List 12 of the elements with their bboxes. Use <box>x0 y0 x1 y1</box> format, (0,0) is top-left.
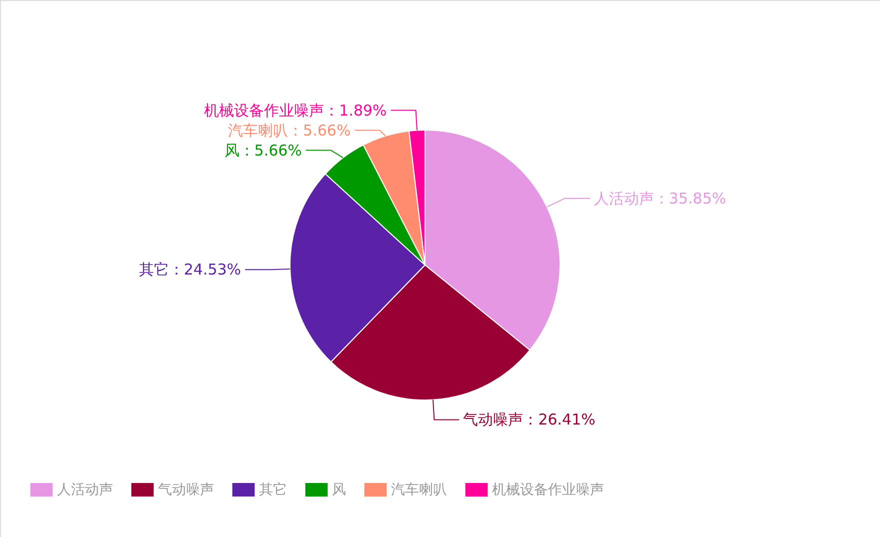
category-label: 人活动声：35.85% <box>594 189 726 208</box>
category-label: 气动噪声：26.41% <box>463 410 596 429</box>
category-label: 机械设备作业噪声：1.89% <box>204 101 387 120</box>
category-label: 其它：24.53% <box>138 260 242 279</box>
category-label: 风：5.66% <box>224 141 302 160</box>
legend-label: 其它 <box>259 482 287 498</box>
legend-label: 风 <box>332 482 346 498</box>
legend-label: 机械设备作业噪声 <box>492 482 604 498</box>
category-label: 汽车喇叭：5.66% <box>228 121 351 140</box>
legend-label: 汽车喇叭 <box>391 482 447 498</box>
legend-label: 气动噪声 <box>158 482 214 498</box>
legend-label: 人活动声 <box>57 482 113 498</box>
